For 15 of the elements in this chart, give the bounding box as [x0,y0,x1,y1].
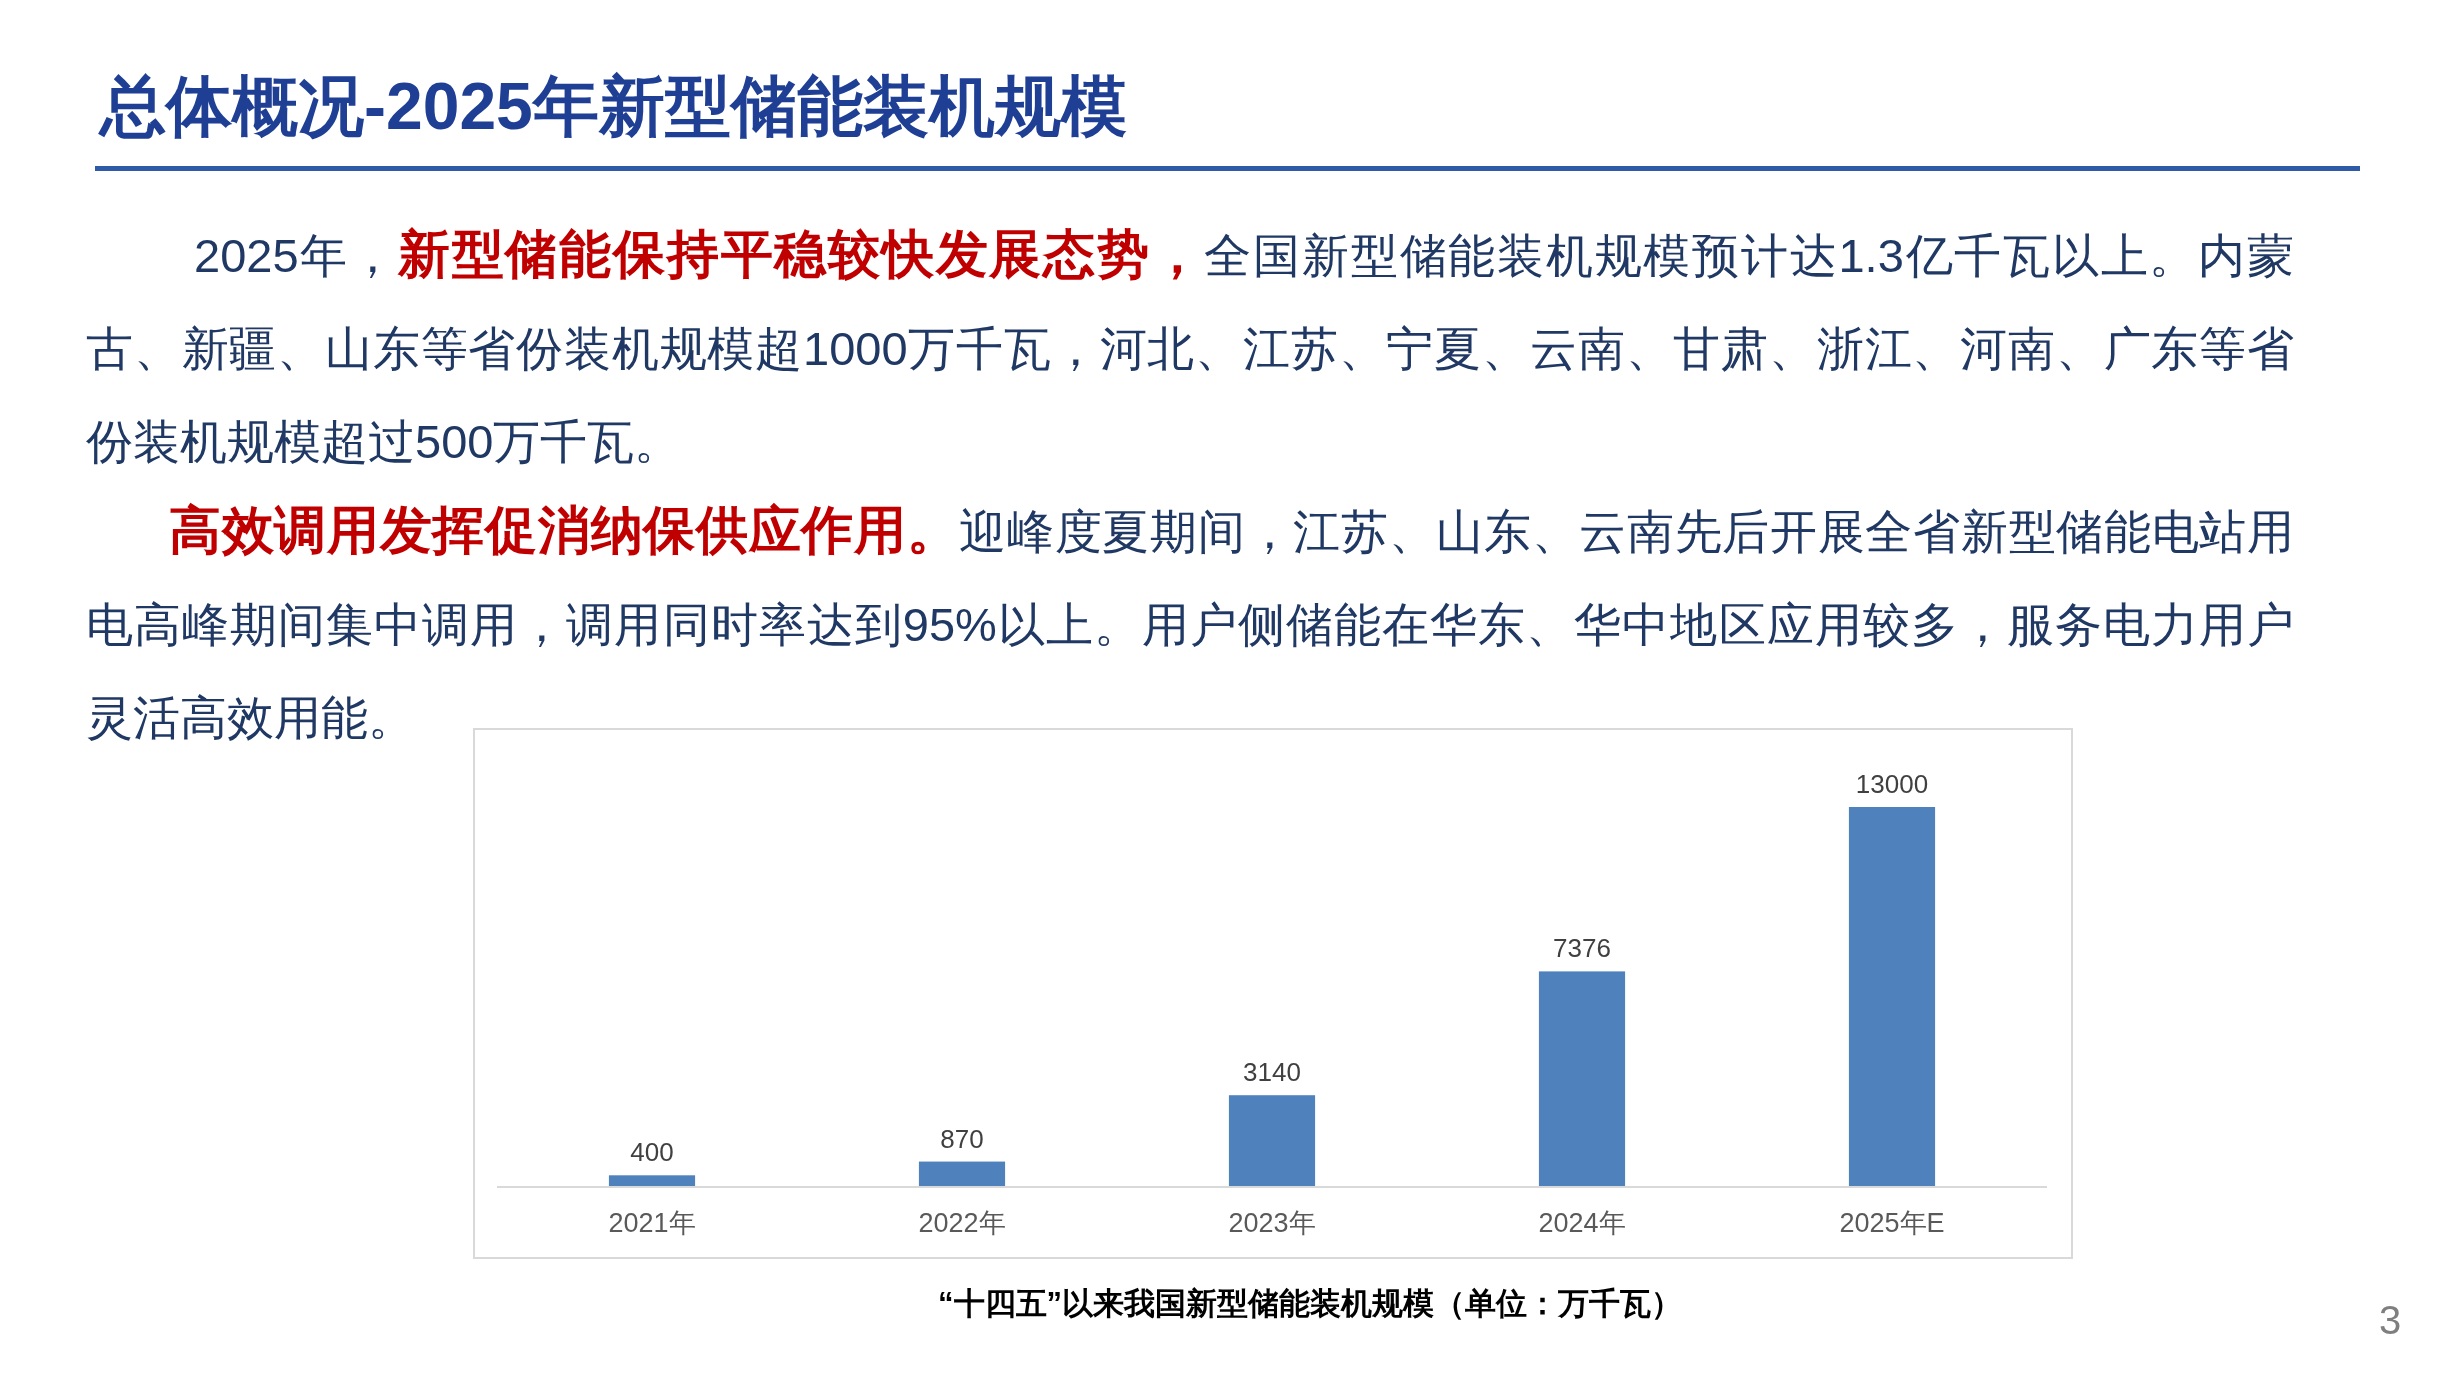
data-label: 400 [630,1137,674,1168]
data-label: 870 [940,1123,984,1154]
annotation: 高效调用发挥促消纳保供应作用。迎峰度夏期间，江苏、山东、云南先后开展全省新型储能电站用电高峰期间集中调用，调用同时率达到95%以上。用户侧储能在华东、华中地区应用较多，服务电力用户灵活高效用能。 [86,500,2294,746]
data-label: 3140 [1243,1057,1301,1088]
caption: “十四五”以来我国新型储能装机规模（单位：万千瓦） [937,1285,1683,1323]
x-tick-label: 2021年 [608,1208,696,1238]
x-tick-label: 2025年E [1839,1208,1945,1238]
x-tick-label: 2022年 [918,1208,1006,1238]
title: 总体概况-2025年新型储能装机规模 [100,68,1127,145]
x-tick-label: 2023年 [1228,1208,1316,1238]
data-label: 13000 [1855,769,1929,799]
page-number: 3 [2377,1297,2403,1344]
x-tick-label: 2024年 [1538,1208,1626,1238]
annotation: 2025年，新型储能保持平稳较快发展态势，全国新型储能装机规模预计达1.3亿千瓦以上。内蒙古、新疆、山东等省份装机规模超1000万千瓦，河北、江苏、宁夏、云南、甘肃、浙江、河南、广东等省份装机规模超过500万千瓦。 [86,224,2294,470]
data-label: 7376 [1553,933,1611,964]
